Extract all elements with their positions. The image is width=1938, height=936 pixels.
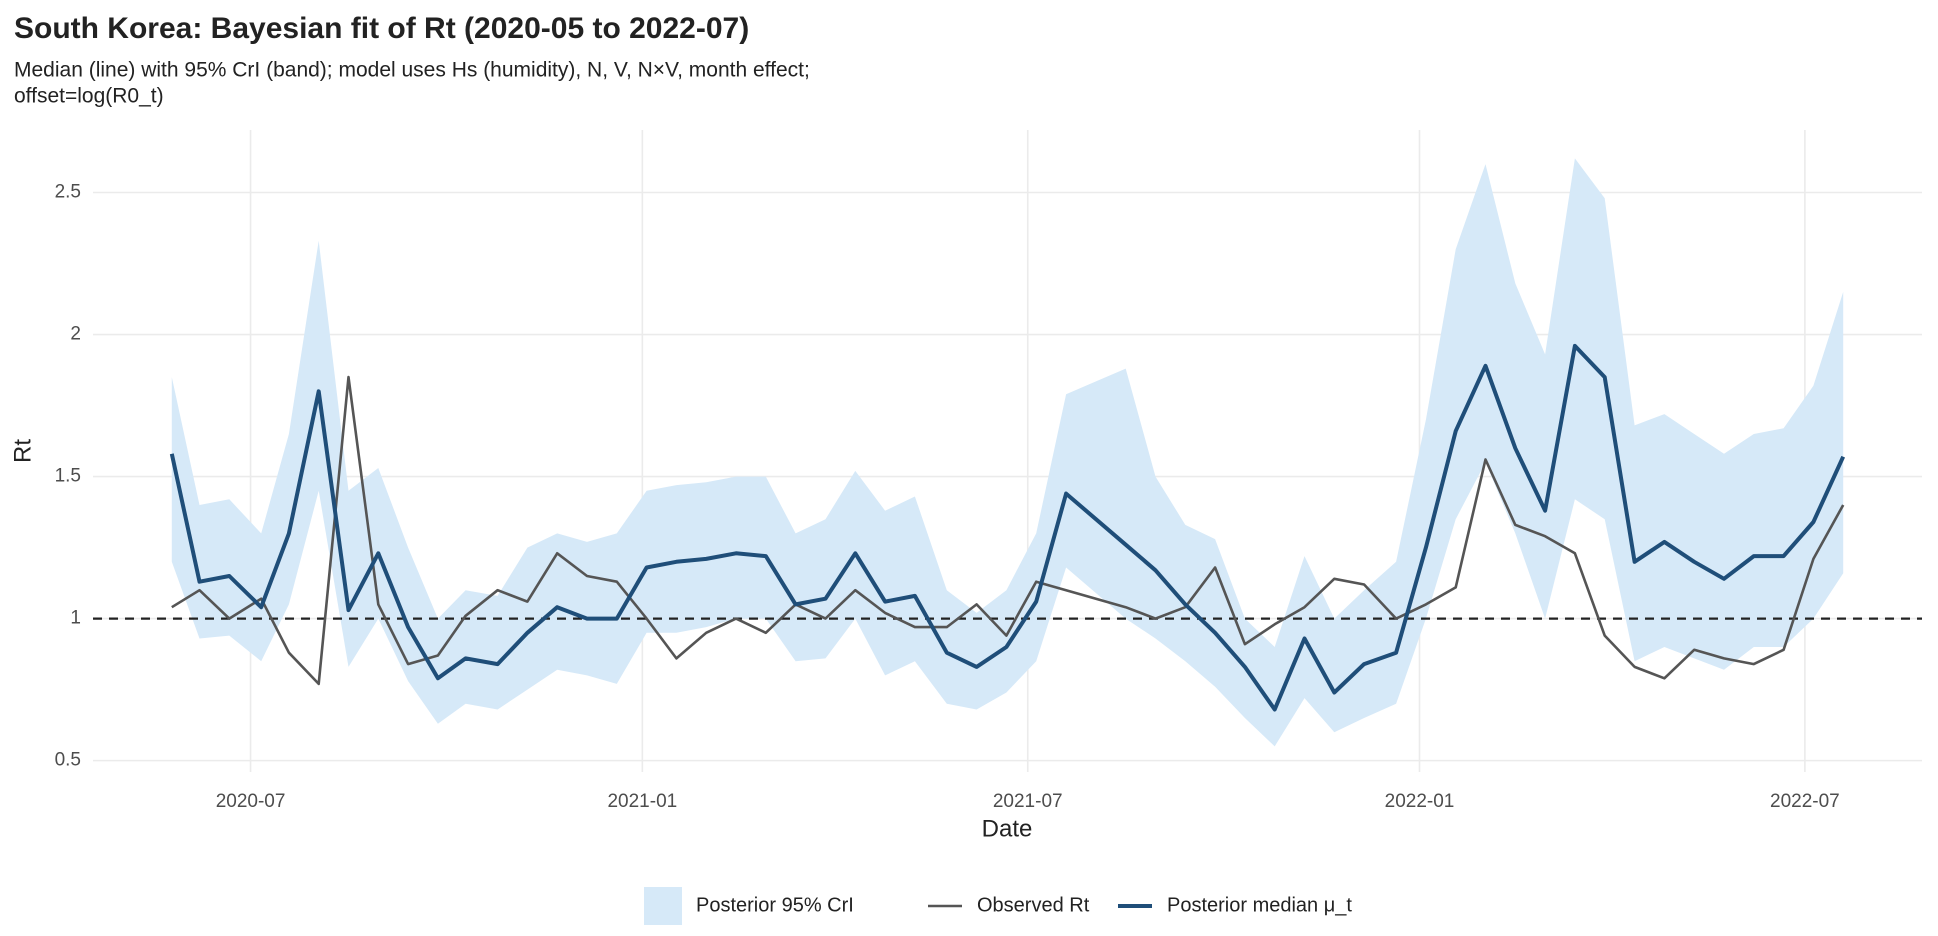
plot-area [93, 158, 1922, 747]
legend-swatch [644, 887, 682, 925]
x-axis-title: Date [982, 815, 1033, 842]
legend-label: Posterior 95% CrI [696, 894, 854, 916]
y-tick-label: 2 [70, 324, 81, 345]
chart-subtitle: Median (line) with 95% CrI (band); model… [14, 59, 810, 82]
y-tick-label: 2.5 [55, 182, 81, 203]
legend: Posterior 95% CrI Observed Rt Posterior me… [644, 887, 1352, 925]
series-line [171, 375, 1845, 686]
chart-subtitle: offset=log(R0_t) [14, 85, 164, 108]
x-tick-label: 2022-01 [1385, 791, 1455, 812]
y-tick-label: 0.5 [55, 750, 81, 771]
chart-title: South Korea: Bayesian fit of Rt (2020-05… [14, 12, 749, 45]
series-line [169, 343, 1846, 712]
y-tick-label: 1 [70, 608, 81, 629]
y-tick-label: 1.5 [55, 466, 81, 487]
x-tick-label: 2021-01 [607, 791, 677, 812]
credible-band [171, 158, 1844, 747]
x-tick-label: 2022-07 [1770, 791, 1840, 812]
legend-label: Posterior median μ_t [1167, 894, 1352, 916]
y-axis-title: Rt [9, 439, 36, 463]
x-tick-label: 2021-07 [993, 791, 1063, 812]
x-tick-label: 2020-07 [216, 791, 286, 812]
legend-label: Observed Rt [977, 894, 1090, 916]
